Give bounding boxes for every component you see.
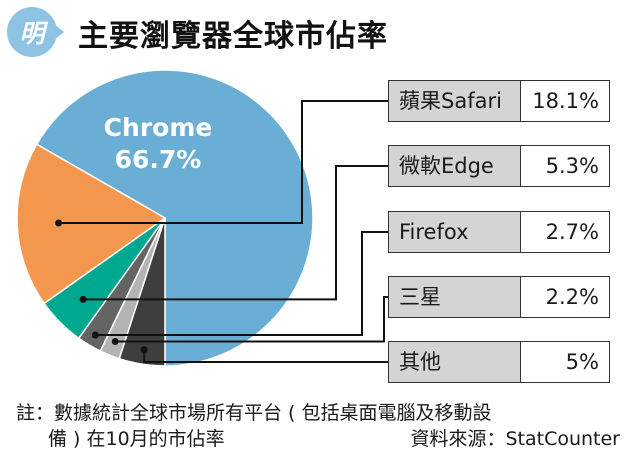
legend-label: 微軟Edge [399,154,494,178]
leader-lines [55,100,388,363]
leader-dot-edge [79,295,87,303]
legend-value: 2.7% [545,220,599,244]
leader-line-other [143,349,388,363]
publisher-badge: 明 [7,7,57,57]
legend-value: 5.3% [545,154,599,178]
legend-value-cell: 18.1% [520,81,609,121]
leader-dot-safari [55,219,63,227]
legend-value: 2.2% [545,285,599,309]
pie-slice-chrome [35,69,314,367]
leader-line-firefox [95,231,388,336]
legend-item-samsung: 三星 2.2% [388,276,610,318]
legend-item-edge: 微軟Edge 5.3% [388,145,610,187]
legend-value-cell: 5% [520,342,609,382]
legend-label: 三星 [399,285,441,309]
legend-value: 18.1% [532,89,599,113]
pie-chart: Chrome 66.7% [16,69,388,367]
footnote-line-2: 備 ) 在10月的市佔率 [48,428,225,450]
legend-label: Firefox [399,220,469,244]
chrome-slice-value: 66.7% [115,145,202,174]
leader-dot-firefox [91,331,99,339]
pie-slice-other [118,217,166,367]
legend-item-other: 其他 5% [388,341,610,383]
legend-value: 5% [565,350,599,374]
footnote: 註：數據統計全球市場所有平台 ( 包括桌面電腦及移動設 備 ) 在10月的市佔率… [16,400,620,452]
header: 明 主要瀏覽器全球市佔率 [0,0,630,62]
leader-dot-other [140,346,148,354]
leader-line-samsung [115,296,388,343]
pie-slices [16,69,314,367]
footnote-line-1: 註：數據統計全球市場所有平台 ( 包括桌面電腦及移動設 [16,402,492,424]
legend-value-cell: 2.2% [520,277,609,317]
legend-label: 蘋果Safari [399,89,502,113]
chrome-slice-label: Chrome [104,113,213,142]
footnote-line-2-row: 備 ) 在10月的市佔率 資料來源：StatCounter [16,426,620,452]
chart-title: 主要瀏覽器全球市佔率 [78,19,388,54]
legend-value-cell: 2.7% [520,212,609,252]
legend-item-safari: 蘋果Safari 18.1% [388,80,610,122]
leader-dot-samsung [111,338,119,345]
legend-item-firefox: Firefox 2.7% [388,211,610,253]
legend-label: 其他 [399,350,441,374]
source-credit: 資料來源：StatCounter [410,428,620,450]
legend-value-cell: 5.3% [520,146,609,186]
leader-line-edge [83,165,388,301]
leader-line-safari [58,100,388,224]
